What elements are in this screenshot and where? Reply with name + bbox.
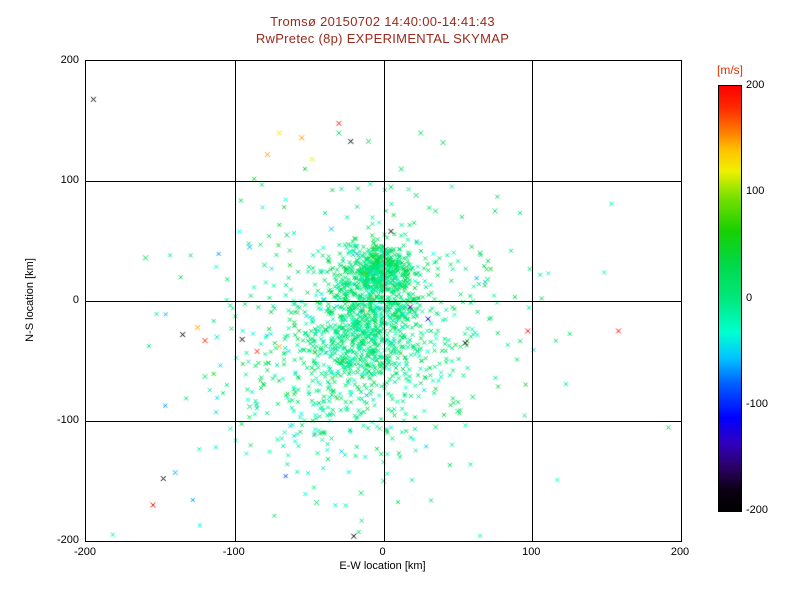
- chart-subtitle: RwPretec (8p) EXPERIMENTAL SKYMAP: [255, 30, 510, 46]
- grid-line-horizontal: [86, 181, 681, 182]
- x-tick-label: -200: [73, 546, 97, 558]
- x-tick-label: -100: [222, 546, 245, 558]
- y-tick-label: 200: [60, 54, 79, 66]
- y-tick-label: 0: [72, 294, 79, 306]
- colorbar-tick-label: -100: [746, 397, 769, 410]
- chart-title: Tromsø 20150702 14:40:00-14:41:43: [270, 14, 495, 29]
- grid-line-horizontal: [86, 301, 681, 302]
- x-tick-label: 100: [522, 546, 541, 558]
- colorbar-tick-label: 0: [746, 291, 753, 304]
- y-tick-label: 100: [60, 174, 79, 186]
- colorbar-tick-label: 100: [746, 185, 765, 198]
- colorbar: [718, 85, 742, 512]
- x-axis-label: E-W location [km]: [339, 560, 426, 572]
- chart-title-block: Tromsø 20150702 14:40:00-14:41:43 RwPret…: [85, 14, 680, 48]
- y-tick-label: -100: [56, 414, 79, 426]
- colorbar-units-label: [m/s]: [717, 63, 743, 77]
- y-axis-label: N-S location [km]: [24, 258, 36, 342]
- x-tick-label: 200: [670, 546, 690, 558]
- colorbar-tick-label: 200: [746, 79, 765, 91]
- colorbar-tick-label: -200: [746, 504, 769, 516]
- x-tick-label: 0: [379, 546, 386, 558]
- grid-line-vertical: [532, 61, 534, 541]
- y-tick-label: -200: [56, 534, 79, 546]
- plot-area: [85, 60, 682, 542]
